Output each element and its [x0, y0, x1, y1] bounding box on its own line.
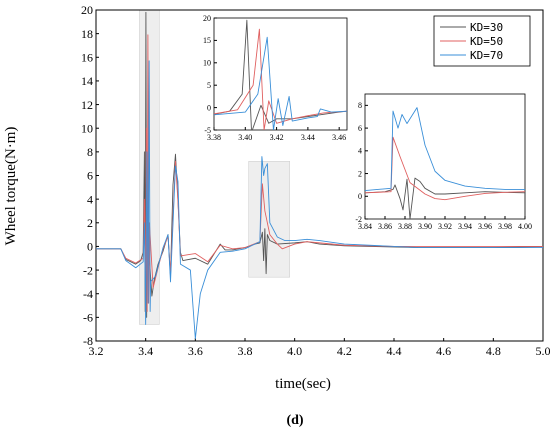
inset1-x-tick-label: 3.42	[270, 133, 284, 142]
inset2-plot-frame	[364, 93, 526, 220]
panel-label: (d)	[286, 413, 303, 428]
inset1-series-kd30	[214, 19, 347, 130]
main-x-tick-label: 4.6	[436, 344, 451, 358]
main-y-tick-label: 10	[81, 121, 93, 135]
main-x-tick-label: 3.8	[238, 344, 253, 358]
inset2-y-tick-label: 2	[358, 169, 362, 178]
main-y-tick-label: 6	[87, 169, 93, 183]
main-y-tick-label: 16	[81, 50, 93, 64]
legend-label-kd70: KD=70	[470, 49, 503, 62]
inset2-x-tick-label: 4.00	[518, 222, 532, 231]
inset1-x-tick-label: 3.46	[332, 133, 346, 142]
inset1-series-kd70	[214, 36, 347, 130]
highlight-region	[248, 161, 290, 278]
main-x-tick-label: 4.0	[287, 344, 302, 358]
main-x-tick-label: 4.4	[387, 344, 402, 358]
main-y-tick-label: 4	[87, 192, 93, 206]
inset2-y-tick-label: 0	[358, 192, 362, 201]
inset2-series-kd50	[365, 136, 525, 201]
main-x-tick-label: 4.2	[337, 344, 352, 358]
inset2-x-tick-label: 3.94	[458, 222, 472, 231]
inset2-x-tick-label: 3.88	[398, 222, 412, 231]
main-y-tick-label: -4	[83, 287, 93, 301]
main-y-tick-label: 12	[81, 98, 93, 112]
inset1-series-kd50	[214, 28, 347, 130]
main-series-kd70	[96, 60, 543, 340]
inset-zoom-2: 3.84 3.86 3.88 3.90 3.92 3.94 3.96 3.98 4.00 -2 0 2…	[355, 93, 532, 231]
inset2-y-tick-label: -2	[355, 215, 362, 224]
y-axis-title: Wheel torque(N·m)	[3, 127, 19, 246]
inset2-series-kd30	[365, 177, 525, 219]
inset1-y-tick-label: 15	[203, 36, 211, 45]
inset2-x-tick-label: 3.96	[478, 222, 492, 231]
inset2-series-kd70	[365, 107, 525, 192]
main-x-tick-label: 4.8	[486, 344, 501, 358]
inset1-x-tick-label: 3.40	[238, 133, 252, 142]
inset1-y-tick-label: 5	[207, 81, 211, 90]
inset1-y-tick-label: 20	[203, 14, 211, 23]
main-y-tick-label: 0	[87, 240, 93, 254]
inset1-y-tick-label: 0	[207, 103, 211, 112]
main-x-tick-label: 3.6	[188, 344, 203, 358]
inset2-x-tick-label: 3.90	[418, 222, 432, 231]
main-y-tick-label: 2	[87, 216, 93, 230]
inset2-y-tick-label: 4	[358, 147, 362, 156]
main-y-tick-label: 18	[81, 27, 93, 41]
inset1-x-tick-label: 3.44	[301, 133, 315, 142]
main-y-tick-label: 14	[81, 74, 93, 88]
main-x-tick-label: 3.4	[138, 344, 153, 358]
inset1-y-tick-label: 10	[203, 59, 211, 68]
main-y-tick-label: -6	[83, 311, 93, 325]
legend-label-kd30: KD=30	[470, 21, 503, 34]
inset2-x-tick-label: 3.92	[438, 222, 452, 231]
legend-label-kd50: KD=50	[470, 35, 503, 48]
main-y-tick-label: 20	[81, 3, 93, 17]
inset1-y-tick-label: -5	[204, 126, 211, 135]
x-axis-title: time(sec)	[275, 376, 331, 392]
main-series-group	[96, 11, 543, 340]
main-y-tick-label: -2	[83, 263, 93, 277]
main-y-tick-label: 8	[87, 145, 93, 159]
inset2-x-tick-label: 3.98	[498, 222, 512, 231]
main-series-kd30	[96, 11, 543, 318]
legend: KD=30 KD=50 KD=70	[433, 15, 531, 67]
main-x-tick-label: 5.0	[536, 344, 550, 358]
inset2-x-tick-label: 3.84	[358, 222, 372, 231]
main-y-tick-label: -8	[83, 334, 93, 348]
inset2-y-tick-label: 6	[358, 124, 362, 133]
inset2-y-tick-label: 8	[358, 101, 362, 110]
inset1-x-tick-label: 3.38	[207, 133, 221, 142]
main-x-tick-label: 3.2	[89, 344, 104, 358]
main-plot: 3.2 3.4 3.6 3.8 4.0 4.2 4.4 4.6 4.8 5.0 -8 -6 -4 -2 0 2…	[81, 3, 550, 358]
inset2-x-tick-label: 3.86	[378, 222, 392, 231]
inset-zoom-1: 3.38 3.40 3.42 3.44 3.46 -5 0 5 10 15 20	[203, 14, 348, 142]
main-axes: 3.2 3.4 3.6 3.8 4.0 4.2 4.4 4.6 4.8 5.0 -8 -6 -4 -2 0 2…	[81, 3, 550, 358]
